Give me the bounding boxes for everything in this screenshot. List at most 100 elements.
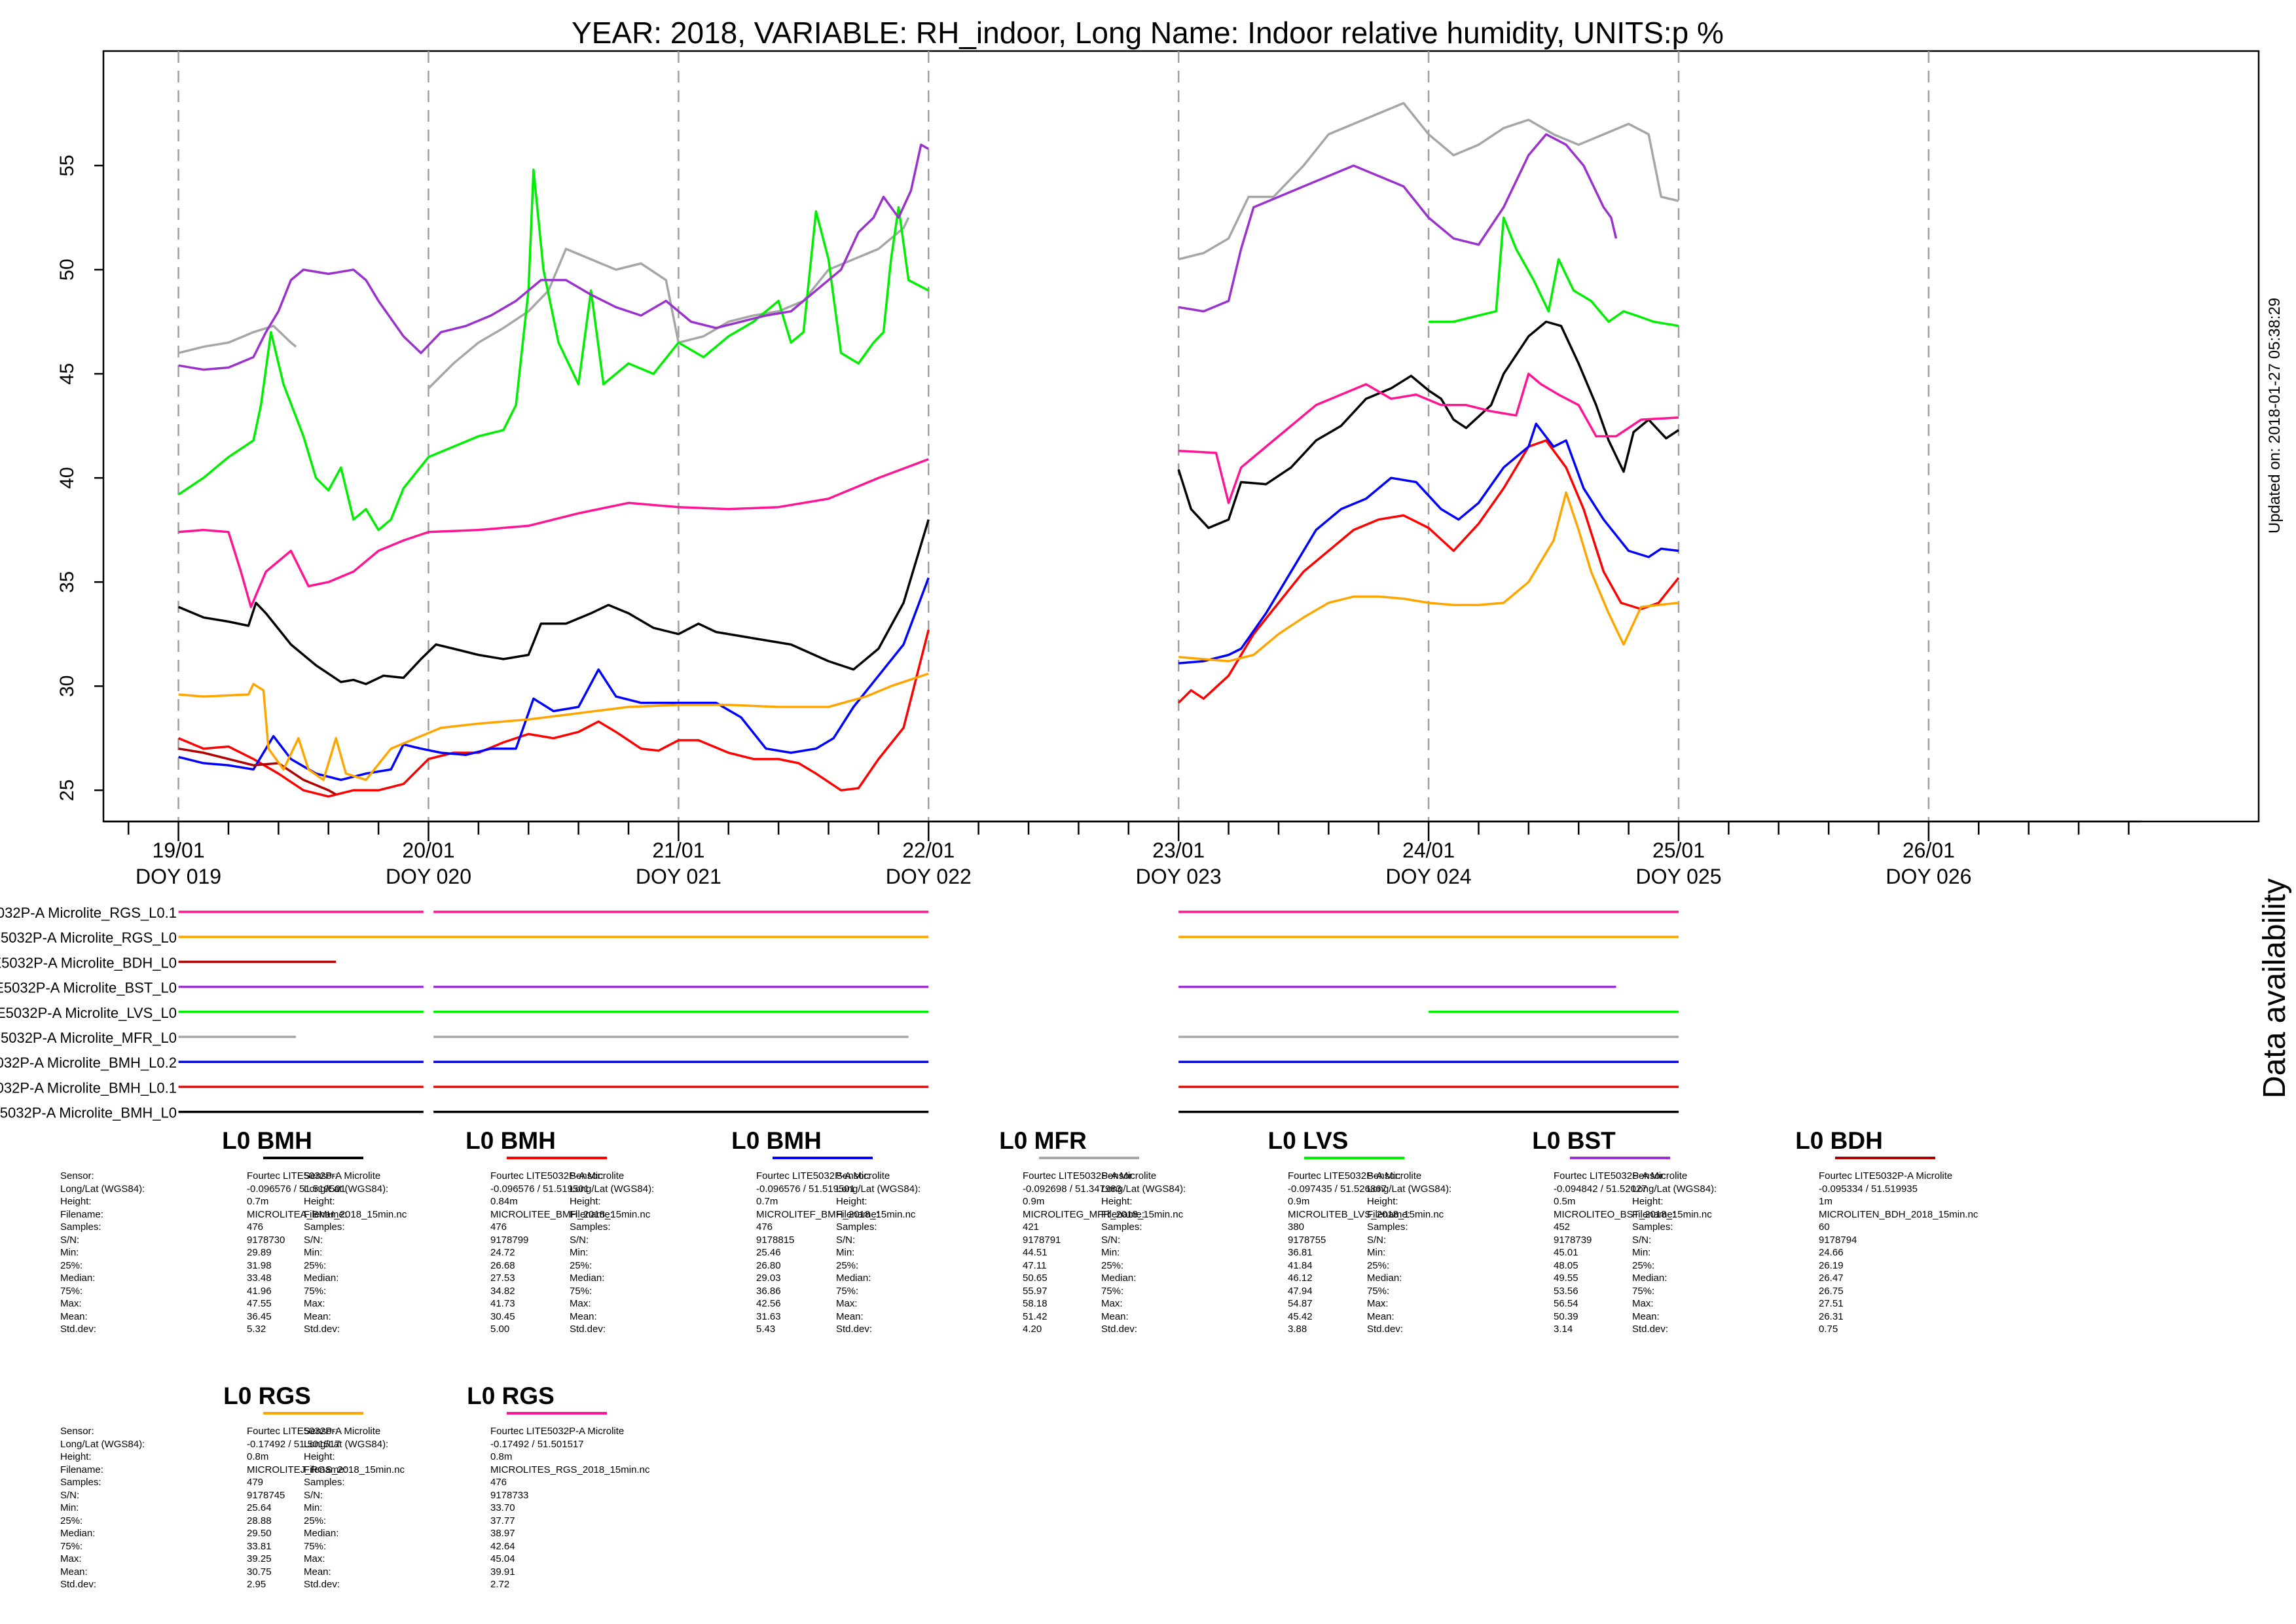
sensor-info-panel: L0 RGS Sensor: Long/Lat (WGS84): Height: … xyxy=(60,1382,405,1605)
series-line xyxy=(428,217,910,389)
y-tick-label: 40 xyxy=(56,467,78,488)
sensor-panel-title: L0 RGS xyxy=(467,1382,555,1409)
series-line xyxy=(1178,133,1618,313)
x-tick-date: 21/01 xyxy=(652,839,704,862)
sensor-panel-color-line xyxy=(507,1157,607,1159)
series-line xyxy=(1429,216,1679,327)
sensor-panel-title: L0 BMH xyxy=(465,1127,556,1154)
series-line xyxy=(1178,422,1679,664)
sensor-panel-values: Fourtec LITE5032P-A Microlite -0.097435 … xyxy=(1288,1170,1444,1335)
sensor-panel-values: Fourtec LITE5032P-A Microlite -0.096576 … xyxy=(247,1170,407,1335)
sensor-panel-labels: Sensor: Long/Lat (WGS84): Height: Filena… xyxy=(60,1426,145,1590)
sensor-info-panel: L0 BMH Sensor: Long/Lat (WGS84): Height: … xyxy=(60,1127,407,1350)
x-tick-date: 26/01 xyxy=(1903,839,1955,862)
sensor-panel-labels: Sensor: Long/Lat (WGS84): Height: Filena… xyxy=(570,1170,655,1335)
y-tick-label: 35 xyxy=(56,571,78,592)
availability-row-label: Fourtec LITE5032P-A Microlite_RGS_L0.1 xyxy=(0,905,177,921)
sensor-panel-labels: Sensor: Long/Lat (WGS84): Height: Filena… xyxy=(60,1170,145,1335)
y-tick-label: 45 xyxy=(56,363,78,384)
series-line xyxy=(178,458,929,609)
sensor-info-panel: L0 BMH Sensor: Long/Lat (WGS84): Height: … xyxy=(304,1127,650,1350)
x-tick-date: 22/01 xyxy=(902,839,955,862)
sensor-panel-color-line xyxy=(1039,1157,1139,1159)
sensor-panel-labels: Sensor: Long/Lat (WGS84): Height: Filena… xyxy=(1632,1170,1717,1335)
series-line xyxy=(178,325,297,354)
sensor-panel-values: Fourtec LITE5032P-A Microlite -0.17492 /… xyxy=(247,1426,405,1590)
plot-frame xyxy=(102,50,2260,823)
sensor-panel-title: L0 BMH xyxy=(222,1127,312,1154)
x-tick-doy: DOY 023 xyxy=(1136,865,1222,888)
y-tick-label: 55 xyxy=(56,154,78,176)
sensor-panel-title: L0 RGS xyxy=(223,1382,311,1409)
series-line xyxy=(1177,439,1680,704)
sensor-info-panel: L0 RGS Sensor: Long/Lat (WGS84): Height: … xyxy=(304,1382,649,1605)
sensor-panel-color-line xyxy=(1835,1157,1935,1159)
availability-row-label: Fourtec LITE5032P-A Microlite_BMH_L0.2 xyxy=(0,1055,177,1071)
updated-timestamp: Updated on: 2018-01-27 05:38:29 xyxy=(2266,298,2284,533)
sensor-panel-values: Fourtec LITE5032P-A Microlite -0.096576 … xyxy=(490,1170,651,1335)
series-line xyxy=(1178,372,1679,505)
availability-row-label: Fourtec LITE5032P-A Microlite_BST_L0 xyxy=(0,980,177,996)
sensor-panel-labels: Sensor: Long/Lat (WGS84): Height: Filena… xyxy=(1101,1170,1186,1335)
availability-row-label: Fourtec LITE5032P-A Microlite_BDH_L0 xyxy=(0,954,177,971)
sensor-info-panel: L0 BMH Sensor: Long/Lat (WGS84): Height: … xyxy=(570,1127,915,1350)
availability-row-label: Fourtec LITE5032P-A Microlite_BMH_L0.1 xyxy=(0,1079,177,1096)
series-line xyxy=(178,672,929,782)
sensor-panel-color-line xyxy=(773,1157,873,1159)
sensor-panel-labels: Sensor: Long/Lat (WGS84): Height: Filena… xyxy=(836,1170,921,1335)
sensor-info-panel: L0 BDH Sensor: Long/Lat (WGS84): Height: … xyxy=(1632,1127,1978,1350)
x-axis: 19/01 DOY 019 20/01 DOY 020 21/01 DOY 021 22/0… xyxy=(103,820,2141,888)
sensor-panel-color-line xyxy=(263,1412,363,1415)
sensor-panel-values: Fourtec LITE5032P-A Microlite -0.094842 … xyxy=(1554,1170,1712,1335)
series-line xyxy=(1178,491,1679,662)
series-line xyxy=(1177,320,1679,530)
series-line xyxy=(178,577,930,782)
series-line xyxy=(178,747,337,796)
sensor-info-panel: L0 BST Sensor: Long/Lat (WGS84): Height: … xyxy=(1367,1127,1712,1350)
series-line xyxy=(1178,101,1679,261)
availability-row-label: Fourtec LITE5032P-A Microlite_LVS_L0 xyxy=(0,1005,177,1021)
sensor-info-panel: L0 LVS Sensor: Long/Lat (WGS84): Height: … xyxy=(1101,1127,1444,1350)
sensor-info-panel: L0 MFR Sensor: Long/Lat (WGS84): Height: … xyxy=(836,1127,1183,1350)
x-tick-doy: DOY 024 xyxy=(1386,865,1472,888)
sensor-panel-color-line xyxy=(507,1412,607,1415)
sensor-panel-color-line xyxy=(263,1157,363,1159)
x-tick-date: 24/01 xyxy=(1402,839,1455,862)
x-tick-doy: DOY 021 xyxy=(636,865,721,888)
data-availability-panel: Fourtec LITE5032P-A Microlite_RGS_L0.1 Fo… xyxy=(0,905,1679,1121)
sensor-panel-title: L0 BDH xyxy=(1795,1127,1883,1154)
x-tick-doy: DOY 022 xyxy=(886,865,972,888)
data-series xyxy=(177,101,1680,798)
y-tick-label: 25 xyxy=(56,780,78,801)
sensor-panel-title: L0 MFR xyxy=(999,1127,1087,1154)
x-tick-date: 25/01 xyxy=(1652,839,1705,862)
x-tick-date: 20/01 xyxy=(402,839,454,862)
series-line xyxy=(178,143,930,371)
sensor-panel-labels: Sensor: Long/Lat (WGS84): Height: Filena… xyxy=(304,1426,389,1590)
x-tick-doy: DOY 026 xyxy=(1886,865,1971,888)
sensor-panel-values: Fourtec LITE5032P-A Microlite -0.092698 … xyxy=(1023,1170,1184,1335)
x-tick-doy: DOY 019 xyxy=(136,865,221,888)
availability-row-label: Fourtec LITE5032P-A Microlite_BMH_L0 xyxy=(0,1105,177,1121)
availability-row-label: Fourtec LITE5032P-A Microlite_MFR_L0 xyxy=(0,1030,177,1046)
sensor-panel-color-line xyxy=(1304,1157,1404,1159)
availability-row-label: Fourtec LITE5032P-A Microlite_RGS_L0 xyxy=(0,929,177,946)
sensor-panel-labels: Sensor: Long/Lat (WGS84): Height: Filena… xyxy=(304,1170,389,1335)
y-tick-label: 30 xyxy=(56,676,78,697)
sensor-panel-title: L0 BST xyxy=(1532,1127,1616,1154)
vertical-gridlines xyxy=(177,51,1930,821)
sensor-panel-title: L0 BMH xyxy=(731,1127,822,1154)
sensor-panel-values: Fourtec LITE5032P-A Microlite -0.095334 … xyxy=(1819,1170,1978,1335)
sensor-panel-values: Fourtec LITE5032P-A Microlite -0.17492 /… xyxy=(490,1426,650,1590)
sensor-panel-labels: Sensor: Long/Lat (WGS84): Height: Filena… xyxy=(1367,1170,1452,1335)
x-tick-doy: DOY 025 xyxy=(1635,865,1721,888)
x-tick-date: 23/01 xyxy=(1152,839,1205,862)
series-line xyxy=(177,168,930,532)
x-tick-doy: DOY 020 xyxy=(386,865,471,888)
data-availability-label: Data availability xyxy=(2257,878,2292,1098)
sensor-panel-title: L0 LVS xyxy=(1267,1127,1349,1154)
y-tick-label: 50 xyxy=(56,259,78,280)
chart-title: YEAR: 2018, VARIABLE: RH_indoor, Long Na… xyxy=(572,16,1724,50)
y-axis: 25 30 35 40 45 50 55 xyxy=(56,154,103,801)
